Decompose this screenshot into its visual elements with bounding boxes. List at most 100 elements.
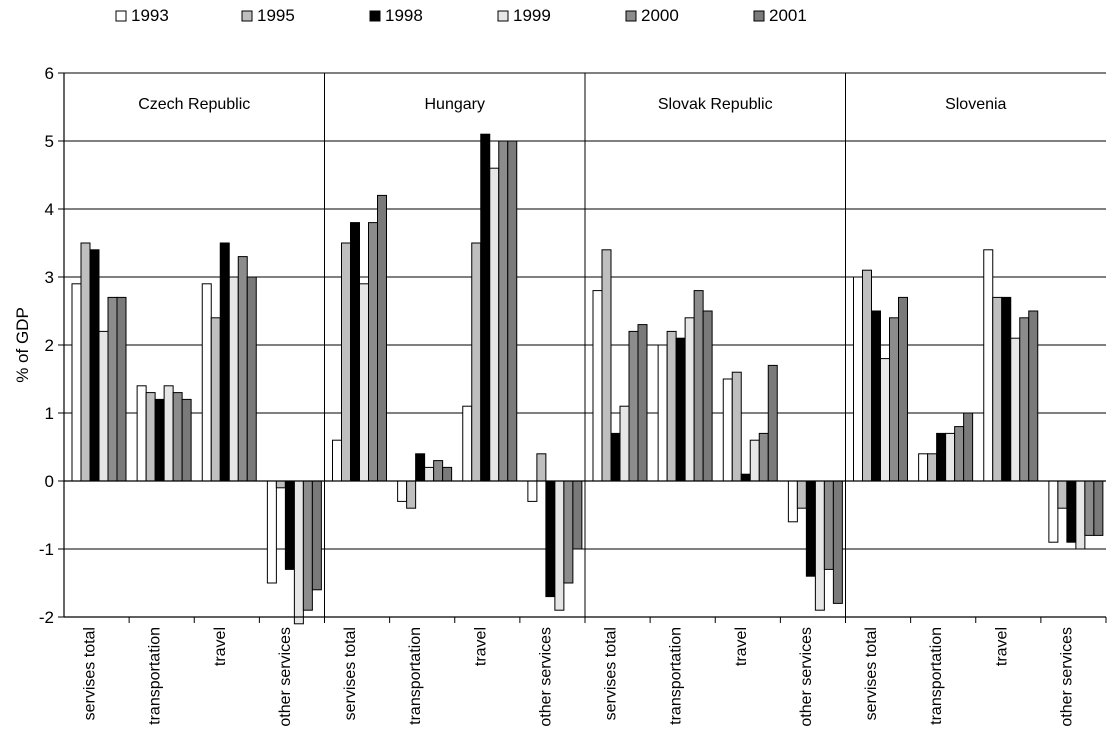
legend-swatch-1995 [241,10,253,22]
bars [71,133,1104,625]
bar-1993 [592,290,603,482]
panel-title: Slovenia [945,96,1006,113]
bar-1999 [619,405,630,482]
bar-1998 [154,398,165,482]
x-tick-label: servises total [863,627,880,720]
bar-1993 [657,344,668,482]
bar-1999 [814,480,825,611]
bar-1999 [945,432,956,482]
bar-2001 [1093,480,1104,536]
bar-1999 [749,439,760,482]
bar-2001 [572,480,583,550]
legend-label-1993: 1993 [131,6,169,25]
bar-2001 [1028,310,1039,482]
bar-2000 [889,317,899,482]
legend-label-1995: 1995 [257,6,295,25]
bar-1998 [675,337,686,482]
x-tick-label: transportation [407,627,424,725]
bar-2001 [116,296,127,482]
bar-1998 [219,242,230,482]
bar-2000 [628,330,639,482]
bar-1999 [1010,337,1021,482]
bar-2000 [823,480,834,570]
bar-2001 [246,276,257,482]
bar-2001 [767,364,778,482]
bar-1993 [332,439,342,482]
y-tick-label: 5 [45,132,54,151]
legend-label-1999: 1999 [513,6,551,25]
bar-1998 [415,453,426,482]
bar-2001 [702,310,713,482]
bar-1998 [545,480,556,598]
bar-1999 [880,358,890,482]
bar-1995 [1057,480,1068,509]
bar-2000 [1019,317,1030,482]
bar-1993 [397,480,408,502]
bar-1993 [918,453,929,482]
bar-2000 [433,460,444,482]
bar-1995 [145,392,156,482]
legend-swatch-1993 [115,10,127,22]
bar-1998 [89,249,100,482]
panel-title: Czech Republic [138,96,250,113]
bar-1993 [722,378,733,482]
legend: 1993 1995 1998 1999 2000 2001 [115,6,807,25]
bar-1993 [853,276,863,482]
bar-1998 [1066,480,1077,543]
x-tick-label: transportation [147,627,164,725]
bar-1998 [740,473,751,482]
bar-1995 [406,480,417,509]
x-tick-label: transportation [928,627,945,725]
bar-1999 [424,466,435,482]
bar-2001 [311,480,322,591]
bar-1995 [862,269,872,482]
bar-1999 [684,317,695,482]
bar-1995 [275,480,286,489]
bar-1999 [98,330,109,482]
bar-1995 [796,480,807,509]
y-tick-label: 3 [45,268,54,287]
bar-2001 [377,194,387,482]
bar-1993 [983,249,994,482]
bar-2000 [172,392,183,482]
bar-1993 [201,283,212,482]
y-tick-label: 6 [45,64,54,83]
bar-1993 [71,283,82,482]
bar-2000 [954,426,965,482]
bar-1995 [601,249,612,482]
x-tick-label: transportation [668,627,685,725]
bar-1993 [266,480,277,584]
bar-1998 [871,310,881,482]
bar-2000 [237,256,248,482]
y-tick-label: -1 [39,540,54,559]
bar-1999 [228,276,239,482]
y-tick-label: -2 [39,608,54,627]
bar-1993 [136,385,147,482]
bar-2000 [368,222,378,482]
x-tick-label: servises total [603,627,620,720]
bar-1999 [293,480,304,625]
legend-swatch-2001 [753,10,765,22]
bar-1995 [927,453,938,482]
bar-2000 [1084,480,1095,536]
bar-1995 [666,330,677,482]
legend-label-2000: 2000 [641,6,679,25]
x-tick-label: travel [472,627,489,666]
bar-1999 [163,385,174,482]
bar-2000 [302,480,313,611]
bar-1995 [471,242,482,482]
bar-1998 [1001,296,1012,482]
y-tick-label: 1 [45,404,54,423]
bar-1998 [480,133,491,482]
x-tick-label: travel [733,627,750,666]
bar-1999 [1075,480,1086,550]
bar-2001 [963,412,974,482]
bar-1995 [80,242,91,482]
bar-1995 [210,317,221,482]
bar-2001 [181,398,192,482]
bar-2000 [758,432,769,482]
bar-1998 [350,222,360,482]
bar-2001 [898,296,908,482]
